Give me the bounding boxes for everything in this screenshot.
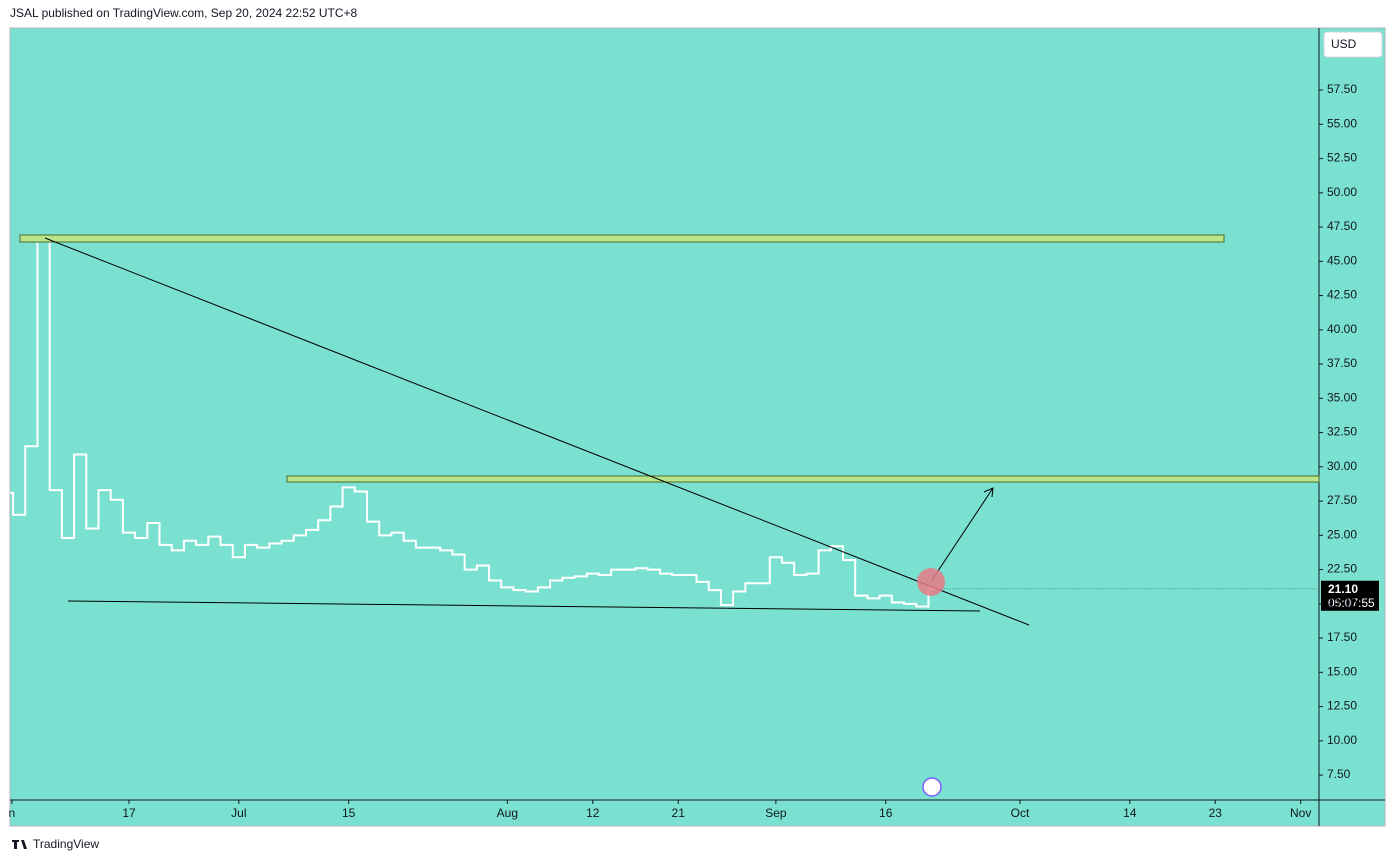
trendline [44, 237, 1030, 626]
breakout-marker [917, 568, 945, 596]
y-tick-label: 7.50 [1327, 767, 1351, 781]
y-tick-label: 17.50 [1327, 630, 1357, 644]
x-tick-label: 14 [1123, 806, 1137, 820]
y-tick-label: 55.00 [1327, 116, 1357, 130]
header: JSAL published on TradingView.com, Sep 2… [10, 6, 358, 20]
logo [12, 840, 27, 849]
arrow-head [983, 487, 994, 498]
x-tick-label: 17 [122, 806, 136, 820]
x-tick-label: Aug [497, 806, 518, 820]
x-tick-label: n [8, 806, 15, 820]
y-tick-label: 47.50 [1327, 219, 1357, 233]
x-tick-label: Oct [1011, 806, 1030, 820]
y-tick-label: 37.50 [1327, 356, 1357, 370]
x-tick-label: 15 [342, 806, 356, 820]
x-tick-label: 16 [879, 806, 893, 820]
y-tick-label: 25.00 [1327, 527, 1357, 541]
y-tick-label: 50.00 [1327, 185, 1357, 199]
arrow [931, 487, 994, 581]
y-tick-label: 45.00 [1327, 253, 1357, 267]
currency-label: USD [1331, 37, 1357, 51]
resistance-zone [19, 234, 1225, 243]
x-tick-label: 23 [1209, 806, 1223, 820]
y-tick-label: 12.50 [1327, 699, 1357, 713]
price-line [10, 238, 941, 608]
resistance-zone [286, 475, 1320, 483]
currency-button[interactable] [1323, 31, 1383, 58]
y-tick-label: 15.00 [1327, 664, 1357, 678]
last-price-label: 21.10 [1328, 582, 1358, 596]
y-tick-label: 32.50 [1327, 425, 1357, 439]
plot-background [9, 27, 1386, 827]
y-tick-label: 20.00 [1327, 596, 1357, 610]
x-tick-label: Jul [231, 806, 246, 820]
y-tick-label: 30.00 [1327, 459, 1357, 473]
event-icon[interactable] [922, 777, 942, 797]
marks [10, 89, 1323, 804]
y-tick-label: 42.50 [1327, 288, 1357, 302]
x-tick-label: 12 [586, 806, 600, 820]
x-tick-label: Nov [1290, 806, 1311, 820]
footer: TradingView [33, 837, 99, 851]
y-tick-label: 52.50 [1327, 151, 1357, 165]
last-price-box [1321, 580, 1379, 611]
x-tick-label: Sep [765, 806, 787, 820]
y-tick-label: 35.00 [1327, 390, 1357, 404]
y-tick-label: 22.50 [1327, 562, 1357, 576]
countdown: 05:07:55 [1328, 596, 1375, 610]
y-tick-label: 57.50 [1327, 82, 1357, 96]
y-tick-label: 40.00 [1327, 322, 1357, 336]
y-tick-label: 10.00 [1327, 733, 1357, 747]
x-tick-label: 21 [672, 806, 686, 820]
y-tick-label: 27.50 [1327, 493, 1357, 507]
trendline [67, 600, 981, 612]
